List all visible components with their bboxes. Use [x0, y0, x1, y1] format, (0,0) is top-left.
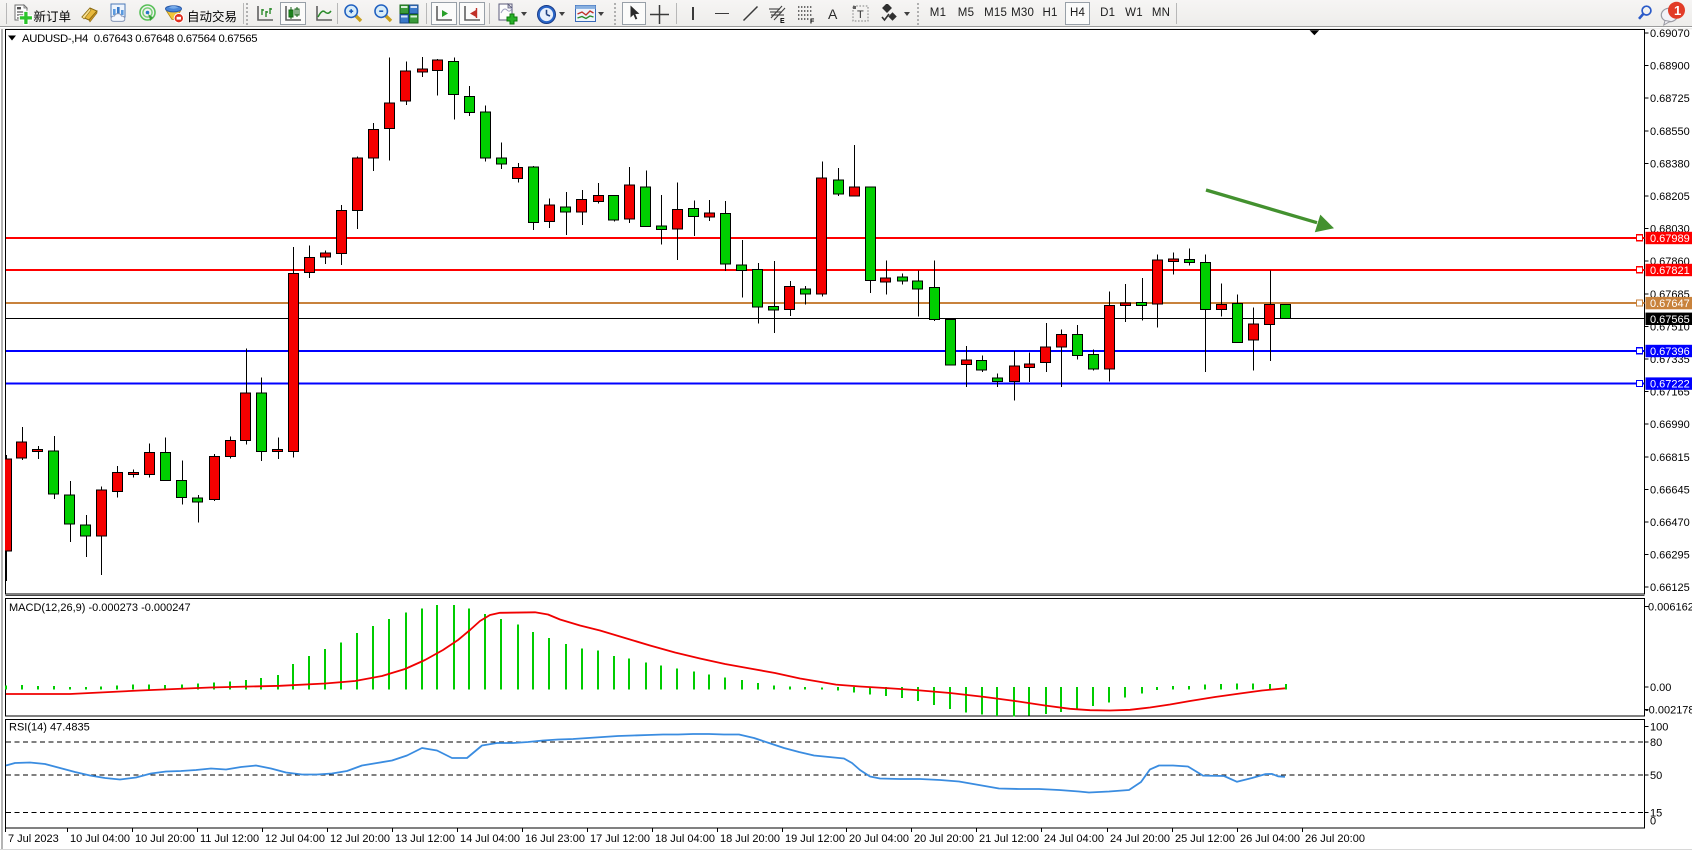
svg-text:T: T	[857, 9, 864, 21]
svg-text:10 Jul 04:00: 10 Jul 04:00	[70, 833, 130, 845]
svg-text:0.66990: 0.66990	[1650, 419, 1690, 431]
svg-text:15: 15	[1650, 807, 1662, 819]
svg-text:24 Jul 04:00: 24 Jul 04:00	[1044, 833, 1104, 845]
svg-text:0.68725: 0.68725	[1650, 93, 1690, 105]
svg-text:11 Jul 12:00: 11 Jul 12:00	[200, 833, 259, 845]
svg-text:12 Jul 20:00: 12 Jul 20:00	[330, 833, 390, 845]
svg-text:0.68205: 0.68205	[1650, 191, 1690, 203]
svg-text:26 Jul 04:00: 26 Jul 04:00	[1240, 833, 1300, 845]
svg-text:16 Jul 23:00: 16 Jul 23:00	[525, 833, 585, 845]
svg-text:0.66815: 0.66815	[1650, 452, 1690, 464]
svg-text:0.67565: 0.67565	[1650, 314, 1690, 326]
svg-text:20 Jul 20:00: 20 Jul 20:00	[914, 833, 974, 845]
svg-text:12 Jul 04:00: 12 Jul 04:00	[265, 833, 325, 845]
svg-text:0.00: 0.00	[1650, 682, 1671, 694]
svg-text:0.68900: 0.68900	[1650, 61, 1690, 73]
svg-text:0.69070: 0.69070	[1650, 28, 1690, 40]
svg-text:25 Jul 12:00: 25 Jul 12:00	[1175, 833, 1235, 845]
svg-text:0.67396: 0.67396	[1650, 346, 1690, 358]
svg-text:14 Jul 04:00: 14 Jul 04:00	[460, 833, 520, 845]
svg-text:0.67647: 0.67647	[1650, 298, 1690, 310]
svg-text:18 Jul 20:00: 18 Jul 20:00	[720, 833, 780, 845]
svg-text:20 Jul 04:00: 20 Jul 04:00	[849, 833, 909, 845]
svg-text:E: E	[780, 18, 785, 24]
svg-text:0: 0	[1650, 816, 1656, 828]
svg-text:0.66125: 0.66125	[1650, 582, 1690, 594]
svg-text:17 Jul 12:00: 17 Jul 12:00	[590, 833, 650, 845]
svg-text:MACD(12,26,9) -0.000273 -0.000: MACD(12,26,9) -0.000273 -0.000247	[9, 602, 191, 614]
svg-text:13 Jul 12:00: 13 Jul 12:00	[395, 833, 455, 845]
svg-text:0.66470: 0.66470	[1650, 517, 1690, 529]
svg-text:0.67821: 0.67821	[1650, 265, 1690, 277]
svg-text:26 Jul 20:00: 26 Jul 20:00	[1305, 833, 1365, 845]
svg-text:18 Jul 04:00: 18 Jul 04:00	[655, 833, 715, 845]
svg-text:7 Jul 2023: 7 Jul 2023	[8, 833, 59, 845]
svg-text:24 Jul 20:00: 24 Jul 20:00	[1110, 833, 1170, 845]
svg-text:1: 1	[1674, 3, 1681, 18]
svg-text:21 Jul 12:00: 21 Jul 12:00	[979, 833, 1039, 845]
svg-text:50: 50	[1650, 770, 1662, 782]
svg-text:0.66295: 0.66295	[1650, 550, 1690, 562]
svg-text:0.006162: 0.006162	[1648, 601, 1692, 613]
svg-text:0.66645: 0.66645	[1650, 484, 1690, 496]
svg-text:-0.002178: -0.002178	[1645, 704, 1692, 716]
svg-text:F: F	[810, 19, 815, 25]
svg-text:AUDUSD-,H4 0.67643 0.67648 0.: AUDUSD-,H4 0.67643 0.67648 0.67564 0.675…	[22, 33, 257, 45]
svg-text:80: 80	[1650, 737, 1662, 749]
svg-text:0.68380: 0.68380	[1650, 158, 1690, 170]
svg-text:100: 100	[1650, 722, 1668, 734]
svg-text:0.67989: 0.67989	[1650, 233, 1690, 245]
svg-text:0.68550: 0.68550	[1650, 126, 1690, 138]
svg-text:RSI(14) 47.4835: RSI(14) 47.4835	[9, 722, 90, 734]
svg-text:10 Jul 20:00: 10 Jul 20:00	[135, 833, 195, 845]
svg-text:19 Jul 12:00: 19 Jul 12:00	[785, 833, 845, 845]
svg-text:0.67222: 0.67222	[1650, 379, 1690, 391]
